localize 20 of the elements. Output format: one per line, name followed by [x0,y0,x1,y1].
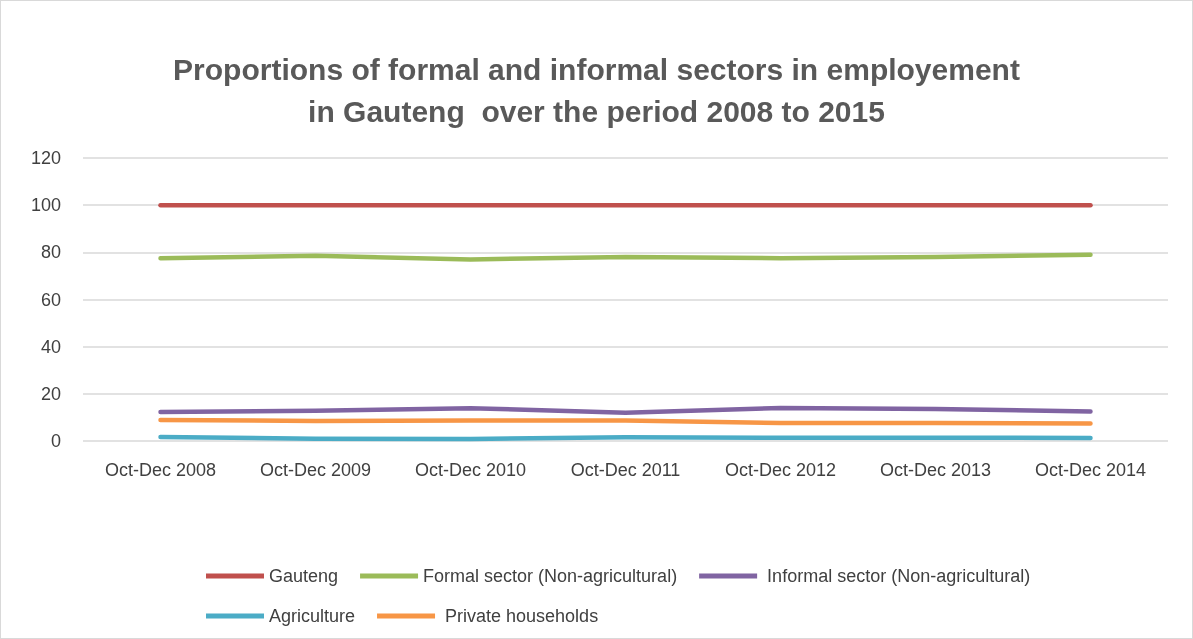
chart-title: Proportions of formal and informal sectors in employement in Gauteng over the period 2008 to 2015 [173,52,1020,128]
legend-label: Agriculture [269,606,356,626]
legend-label: Formal sector (Non-agricultural) [423,566,678,586]
legend-label: Gauteng [269,566,339,586]
x-tick-label: Oct-Dec 2009 [259,460,372,480]
y-tick-label: 0 [50,431,61,451]
y-tick-label: 120 [30,148,61,168]
legend-label: Informal sector (Non-agricultural) [762,566,1031,586]
x-tick-label: Oct-Dec 2010 [414,460,527,480]
y-tick-label: 40 [40,336,61,357]
legend-label: Private households [440,606,599,626]
x-tick-label: Oct-Dec 2008 [104,460,217,480]
y-tick-label: 60 [40,289,61,310]
y-tick-label: 100 [30,195,61,216]
x-tick-label: Oct-Dec 2014 [1034,460,1147,480]
x-tick-label: Oct-Dec 2012 [724,460,837,480]
y-tick-label: 80 [40,242,61,263]
y-tick-label: 20 [40,383,61,404]
x-tick-label: Oct-Dec 2011 [570,460,681,480]
x-tick-label: Oct-Dec 2013 [879,460,992,480]
